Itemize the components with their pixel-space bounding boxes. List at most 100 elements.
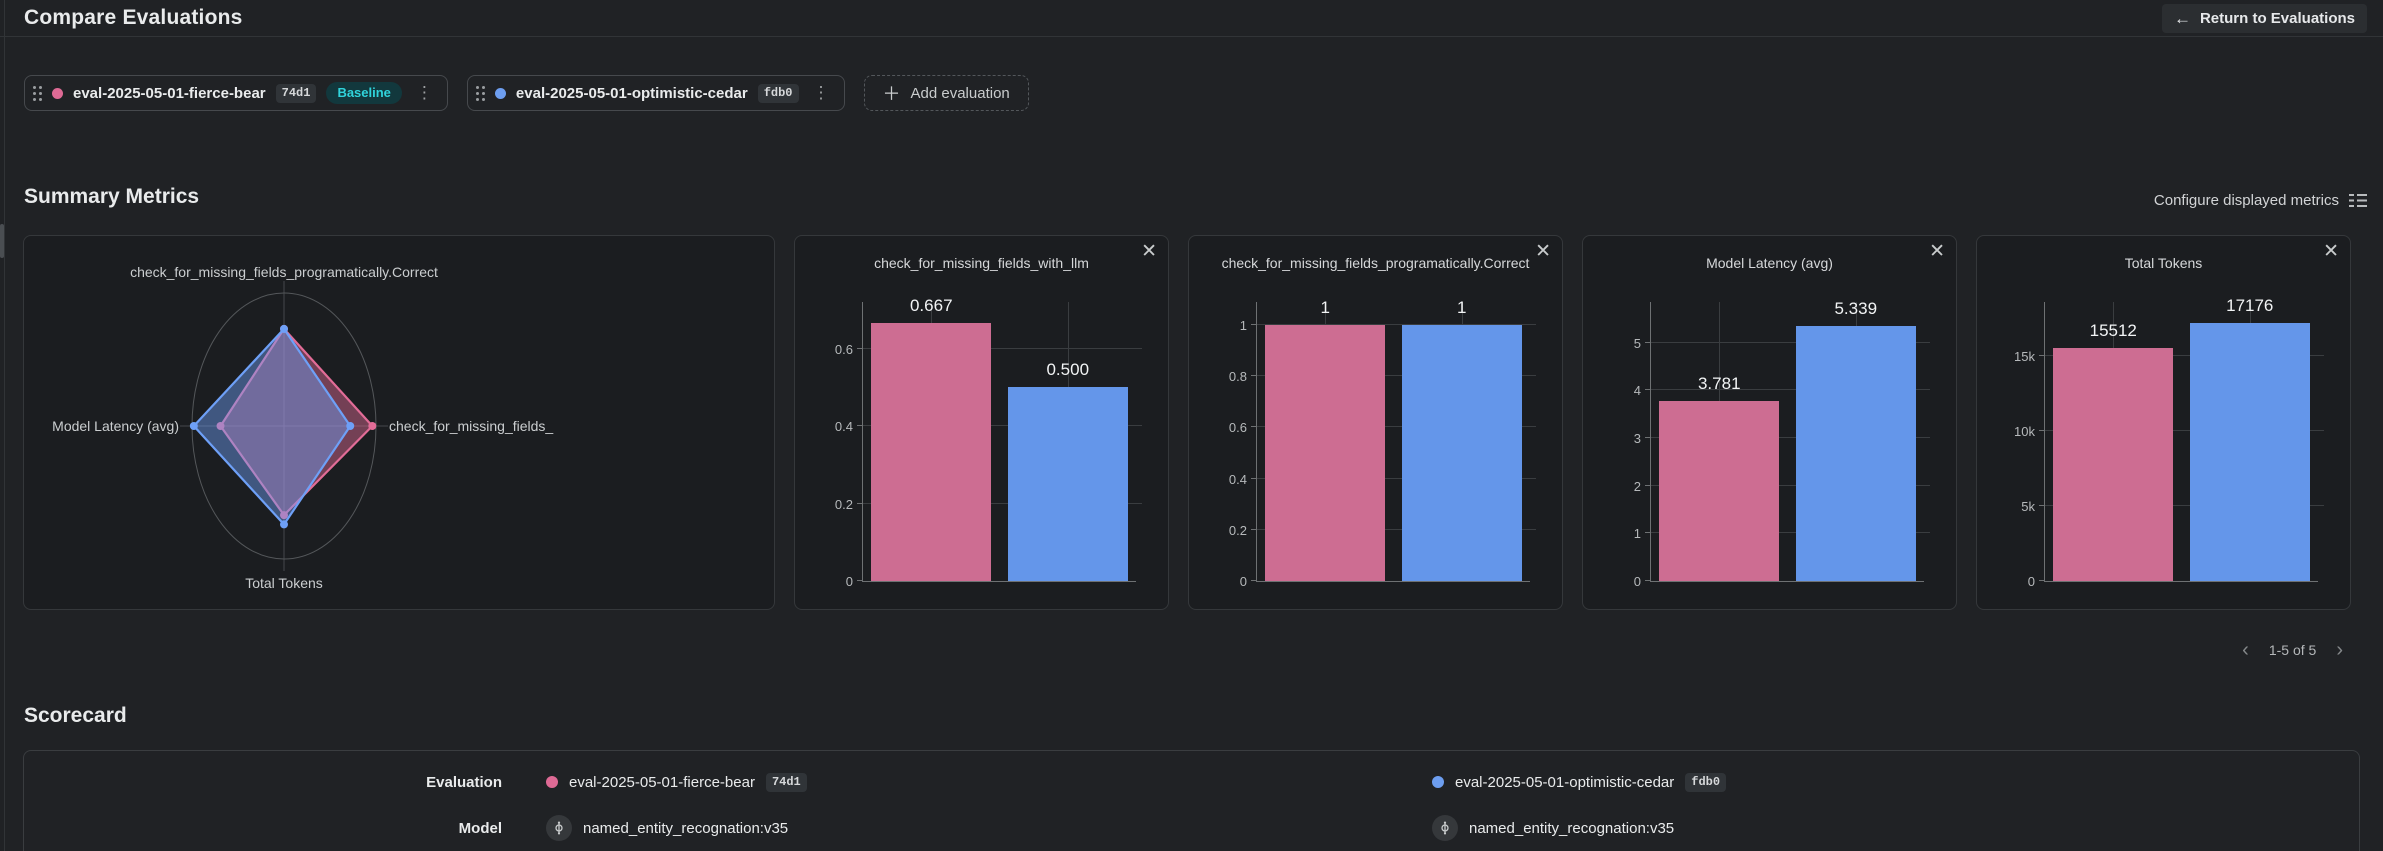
axis-tick-label: 0.6 — [834, 341, 853, 357]
scorecard-evaluation-cell: eval-2025-05-01-optimistic-cedar fdb0 — [1432, 772, 2318, 792]
bar-eval-2025-05-01-optimistic-cedar[interactable] — [1795, 326, 1916, 581]
bar-value-label: 17176 — [2226, 296, 2274, 316]
evaluation-chip-fierce-bear[interactable]: eval-2025-05-01-fierce-bear 74d1 Baselin… — [24, 75, 448, 111]
return-to-evaluations-button[interactable]: ← Return to Evaluations — [2161, 3, 2367, 33]
scorecard-model-cell: named_entity_recognation:v35 — [546, 815, 1432, 841]
chart-title: check_for_missing_fields_with_llm — [874, 255, 1089, 271]
pagination-label: 1-5 of 5 — [2268, 642, 2317, 658]
close-icon[interactable]: ✕ — [1535, 241, 1551, 262]
drag-handle-icon[interactable] — [475, 85, 485, 101]
svg-text:check_for_missing_fields_progr: check_for_missing_fields_programatically… — [130, 264, 438, 280]
axis-tick-label: 1 — [1239, 318, 1247, 334]
scorecard-panel: Evaluation eval-2025-05-01-fierce-bear 7… — [23, 750, 2360, 851]
bar-value-label: 1 — [1320, 298, 1330, 318]
scorecard-title: Scorecard — [24, 704, 127, 727]
evaluation-name[interactable]: eval-2025-05-01-optimistic-cedar — [1455, 773, 1675, 791]
arrow-left-icon: ← — [2173, 8, 2191, 28]
bar-chart: 0 0.2 0.4 0.6 0.667 0.500 — [835, 296, 1142, 589]
axis-tick-label: 0 — [1633, 574, 1641, 589]
chevron-right-icon[interactable]: › — [2336, 639, 2343, 661]
scorecard-row-label: Evaluation — [426, 773, 502, 791]
axis-tick-label: 0.4 — [1228, 471, 1247, 487]
evaluation-name: eval-2025-05-01-fierce-bear — [73, 84, 266, 102]
bar-chart: 0 0.2 0.4 0.6 0.8 1 1 1 — [1229, 298, 1536, 589]
chart-title: Total Tokens — [2124, 255, 2203, 271]
evaluation-id-badge: 74d1 — [275, 83, 317, 103]
bar-value-label: 5.339 — [1834, 299, 1878, 319]
axis-tick-label: 0 — [2027, 574, 2035, 589]
axis-tick-label: 5k — [2021, 499, 2035, 515]
bar-eval-2025-05-01-fierce-bear[interactable] — [1265, 325, 1386, 581]
model-icon — [546, 815, 572, 841]
evaluation-id-badge: 74d1 — [765, 772, 807, 792]
pane-divider — [4, 0, 5, 851]
axis-tick-label: 0 — [1239, 574, 1247, 589]
bar-chart-panel-missing-fields-programatically: ✕ check_for_missing_fields_programatical… — [1188, 235, 1563, 610]
scorecard-evaluation-cell: eval-2025-05-01-fierce-bear 74d1 — [546, 772, 1432, 792]
scorecard-model-cell: named_entity_recognation:v35 — [1432, 815, 2318, 841]
summary-metrics-charts: check_for_missing_fields_programatically… — [23, 235, 2383, 610]
evaluation-name[interactable]: eval-2025-05-01-fierce-bear — [569, 773, 755, 791]
axis-tick-label: 0.4 — [834, 419, 853, 434]
bar-chart-panel-missing-fields-llm: ✕ check_for_missing_fields_with_llm 0 0.2… — [794, 235, 1169, 610]
page-title: Compare Evaluations — [24, 6, 243, 29]
kebab-menu-icon[interactable]: ⋮ — [415, 83, 433, 102]
summary-metrics-header: Summary Metrics Configure displayed metr… — [24, 183, 2367, 209]
add-evaluation-button[interactable]: ＋ Add evaluation — [863, 75, 1029, 111]
bar-eval-2025-05-01-fierce-bear[interactable] — [1659, 400, 1780, 581]
axis-tick-label: 3 — [1633, 430, 1641, 446]
scorecard-row-evaluation: Evaluation eval-2025-05-01-fierce-bear 7… — [24, 759, 2359, 805]
plus-icon: ＋ — [882, 84, 901, 104]
charts-pagination: ‹ 1-5 of 5 › — [0, 632, 2343, 668]
bar-value-label: 0.500 — [1046, 360, 1090, 380]
summary-metrics-title: Summary Metrics — [24, 185, 200, 208]
bar-eval-2025-05-01-optimistic-cedar[interactable] — [1401, 325, 1522, 581]
bar-chart: 0 1 2 3 4 5 3.781 5.339 — [1634, 299, 1930, 589]
chevron-left-icon[interactable]: ‹ — [2242, 639, 2249, 661]
svg-text:Model Latency (avg): Model Latency (avg) — [52, 418, 179, 434]
model-name[interactable]: named_entity_recognation:v35 — [583, 819, 789, 837]
evaluation-color-dot — [546, 776, 558, 788]
axis-tick-label: 0.2 — [834, 496, 853, 512]
close-icon[interactable]: ✕ — [1929, 241, 1945, 262]
bar-eval-2025-05-01-optimistic-cedar[interactable] — [1007, 387, 1128, 581]
close-icon[interactable]: ✕ — [1141, 241, 1157, 262]
chart-title: Model Latency (avg) — [1706, 255, 1833, 271]
close-icon[interactable]: ✕ — [2323, 241, 2339, 262]
pane-resize-handle[interactable] — [0, 224, 4, 258]
evaluation-chip-optimistic-cedar[interactable]: eval-2025-05-01-optimistic-cedar fdb0 ⋮ — [466, 75, 845, 111]
baseline-badge: Baseline — [326, 82, 402, 104]
bar-eval-2025-05-01-fierce-bear[interactable] — [2053, 348, 2174, 581]
evaluation-id-badge: fdb0 — [1685, 772, 1727, 792]
bar-eval-2025-05-01-fierce-bear[interactable] — [871, 322, 992, 581]
evaluation-color-dot — [1432, 776, 1444, 788]
kebab-menu-icon[interactable]: ⋮ — [812, 83, 830, 102]
model-name[interactable]: named_entity_recognation:v35 — [1469, 819, 1675, 837]
bar-value-label: 0.667 — [909, 295, 953, 315]
evaluation-name: eval-2025-05-01-optimistic-cedar — [515, 84, 748, 102]
configure-displayed-metrics-button[interactable]: Configure displayed metrics — [2154, 192, 2367, 209]
axis-tick-label: 0.8 — [1228, 369, 1247, 385]
configure-label: Configure displayed metrics — [2153, 192, 2339, 209]
bar-chart-panel-model-latency: ✕ Model Latency (avg) 0 1 2 3 4 5 3.781 5.339 — [1582, 235, 1957, 610]
svg-text:Total Tokens: Total Tokens — [245, 575, 323, 591]
radar-chart-panel: check_for_missing_fields_programatically… — [23, 235, 775, 610]
svg-text:check_for_missing_fields_: check_for_missing_fields_ — [389, 418, 553, 434]
evaluation-color-dot — [494, 87, 506, 99]
axis-tick-label: 15k — [2014, 349, 2035, 364]
drag-handle-icon[interactable] — [33, 85, 42, 101]
axis-tick-label: 0 — [845, 574, 853, 589]
model-icon — [1432, 815, 1458, 841]
axis-tick-label: 5 — [1633, 335, 1641, 351]
evaluation-id-badge: fdb0 — [757, 83, 799, 103]
add-evaluation-label: Add evaluation — [910, 84, 1010, 102]
radar-chart: check_for_missing_fields_programatically… — [52, 264, 553, 591]
bar-value-label: 3.781 — [1697, 373, 1741, 393]
configure-metrics-icon — [2349, 194, 2367, 207]
chart-title: check_for_missing_fields_programatically… — [1221, 255, 1530, 271]
evaluation-chips-row: eval-2025-05-01-fierce-bear 74d1 Baselin… — [24, 75, 2383, 111]
bar-eval-2025-05-01-optimistic-cedar[interactable] — [2189, 323, 2310, 581]
scorecard-row-model: Model named_entity_recognation:v35 named… — [24, 805, 2359, 851]
axis-tick-label: 0.6 — [1228, 420, 1247, 436]
bar-chart-panel-total-tokens: ✕ Total Tokens 0 5k 10k 15k 15512 17176 — [1976, 235, 2351, 610]
